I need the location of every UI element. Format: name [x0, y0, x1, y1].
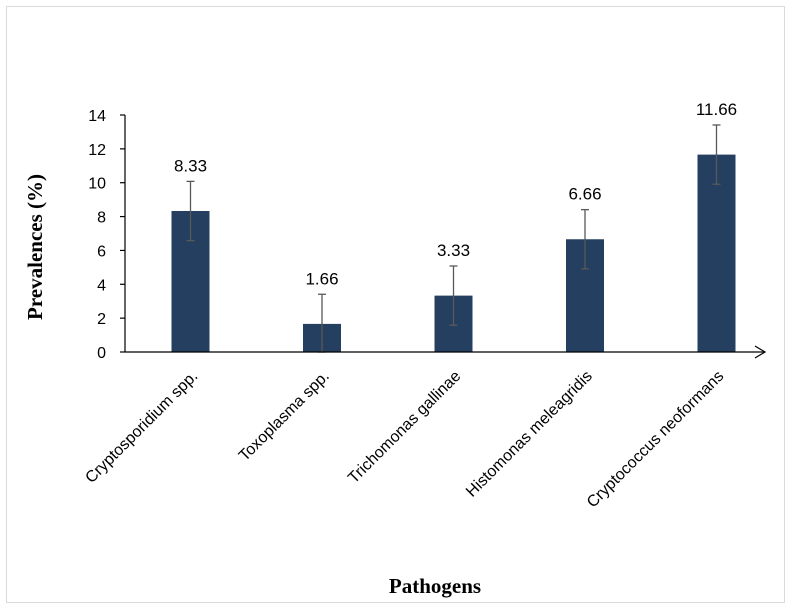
x-axis-arrow [754, 345, 767, 359]
x-axis-title: Pathogens [389, 574, 481, 598]
y-tick-label: 14 [88, 108, 106, 125]
data-label: 11.66 [696, 100, 737, 119]
chart-frame [6, 6, 785, 603]
y-axis-title: Prevalences (%) [23, 174, 47, 320]
data-label: 3.33 [437, 241, 470, 260]
y-tick-label: 12 [88, 142, 106, 159]
data-label: 1.66 [305, 269, 338, 288]
y-tick-label: 0 [97, 345, 106, 362]
category-label: Cryptococcus neoformans [584, 368, 727, 511]
error-bars-group [186, 124, 721, 353]
y-tick-label: 8 [97, 210, 106, 227]
axes-group [120, 114, 767, 359]
y-tick-label: 10 [88, 176, 106, 193]
data-label: 6.66 [568, 185, 601, 204]
data-labels-group: 8.33 1.66 3.33 6.66 11.66 [174, 100, 737, 288]
category-label: Cryptosporidium spp. [82, 368, 201, 487]
category-label: Histomonas meleagridis [463, 368, 596, 501]
y-tick-label: 2 [97, 311, 106, 328]
category-label: Trichomonas gallinae [345, 368, 464, 487]
y-axis-ticks: 0 2 4 6 8 10 12 14 [88, 108, 106, 362]
category-labels-group: Cryptosporidium spp. Toxoplasma spp. Trich… [82, 368, 727, 512]
y-tick-label: 4 [97, 277, 106, 294]
category-label: Toxoplasma spp. [236, 368, 333, 465]
bar [697, 154, 736, 352]
data-label: 8.33 [174, 156, 207, 175]
y-tick-label: 6 [97, 243, 106, 260]
